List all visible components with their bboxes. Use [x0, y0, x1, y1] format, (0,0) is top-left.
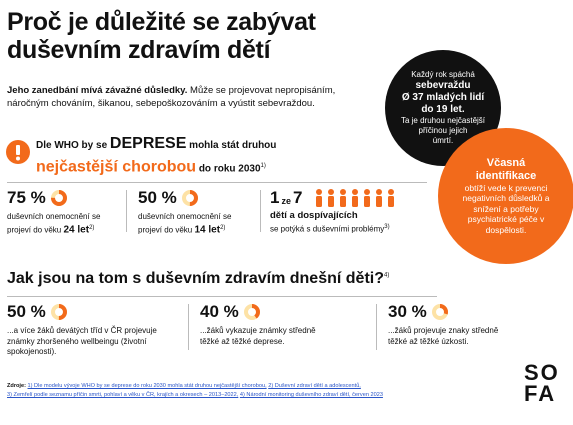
donut-arc [243, 304, 260, 320]
footnote-ref: 3) [384, 223, 390, 230]
stat-label: 50 % [7, 302, 46, 321]
callout-black: Každý rok spáchá sebevraždu Ø 37 mladých… [385, 50, 501, 166]
divider [376, 304, 377, 350]
stat-text: duševních onemocnění se projeví do věku [138, 212, 232, 235]
people-icons [316, 189, 395, 207]
section-heading: Jak jsou na tom s duševním zdravím dnešn… [7, 270, 389, 288]
donut [431, 304, 448, 320]
logo-line: SO [524, 360, 560, 385]
callout-text: obtíží vede k prevenci negativních důsle… [462, 182, 550, 235]
stat-text: ...a více žáků devátých tříd v ČR projev… [7, 326, 157, 356]
who-statement: Dle WHO by se DEPRESE mohla stát druhou … [36, 134, 276, 179]
source-link[interactable]: 1) Dle modelu vývoje WHO by se deprese d… [27, 383, 267, 389]
who-text: do roku 2030 [198, 163, 261, 175]
who-emph: DEPRESE [109, 135, 187, 152]
who-text: Dle WHO by se [36, 140, 108, 151]
stat-emph: 14 let [194, 224, 221, 236]
stat-label: 50 % [138, 188, 177, 207]
callout-line: úmrtí. [432, 136, 454, 145]
ratio-text: se potýká s duševními problémy [270, 224, 385, 234]
sources-label: Zdroje: [7, 383, 26, 389]
donut [50, 304, 67, 320]
title: Proč je důležité se zabývat duševním zdr… [7, 8, 316, 64]
callout-line: Ø 37 mladých lidí [401, 92, 485, 103]
source-link[interactable]: 4) Národní monitoring duševního zdraví d… [239, 392, 383, 398]
donut-arc [431, 304, 448, 320]
title-line: Proč je důležité se zabývat [7, 8, 316, 36]
callout-line: příčinou jejich [418, 126, 468, 135]
divider [126, 190, 127, 232]
footnote-ref: 2) [89, 224, 95, 231]
donut-arc [50, 304, 67, 320]
donut [181, 190, 198, 206]
divider [188, 304, 189, 350]
footnote-ref: 4) [383, 272, 390, 279]
ratio-mid: ze [281, 196, 291, 206]
title-line: duševním zdravím dětí [7, 36, 271, 64]
ratio-num: 1 [270, 188, 280, 207]
donut-arc [181, 190, 198, 206]
stat: 40 % ...žáků vykazuje známky středně těž… [200, 302, 360, 347]
stat: 50 % ...a více žáků devátých tříd v ČR p… [7, 302, 177, 358]
logo: SO FA [524, 360, 560, 406]
source-link[interactable]: 3) Zemřelí podle seznamu příčin smrti, p… [7, 392, 239, 398]
footnote-ref: 1) [260, 163, 266, 169]
callout-line: Ta je druhou nejčastější [400, 116, 486, 125]
divider [7, 182, 427, 183]
intro-bold: Jeho zanedbání mívá závažné důsledky. [7, 85, 188, 96]
intro: Jeho zanedbání mívá závažné důsledky. Mů… [7, 84, 367, 110]
intro-text: Může se projevovat nepropisáním, náročný… [7, 85, 336, 109]
stat-text: duševních onemocnění se projeví do věku [7, 212, 101, 235]
stat-label: 30 % [388, 302, 427, 321]
stat-label: 75 % [7, 188, 46, 207]
ratio-stat: 1 ze 7 dětí a dospívajících se potýká s duš… [270, 188, 430, 235]
source-link[interactable]: 2) Duševní zdraví dětí a adolescentů, [268, 383, 361, 389]
stat: 75 % duševních onemocnění se projeví do … [7, 188, 119, 236]
sources: Zdroje: 1) Dle modelu vývoje WHO by se d… [7, 382, 477, 400]
who-text: mohla stát druhou [189, 140, 277, 151]
ratio-bold: dětí a dospívajících [270, 210, 358, 221]
donut-arc [50, 190, 67, 206]
callout-orange: Včasná identifikace obtíží vede k preven… [438, 128, 573, 264]
stat-emph: 24 let [63, 224, 90, 236]
stat: 50 % duševních onemocnění se projeví do … [138, 188, 250, 236]
donut [243, 304, 260, 320]
stat-text: ...žáků vykazuje známky středně těžké až… [200, 326, 316, 346]
logo-line: FA [524, 381, 557, 406]
heading-text: Jak jsou na tom s duševním zdravím dnešn… [7, 270, 384, 287]
divider [7, 296, 437, 297]
callout-line: Každý rok spáchá [411, 70, 475, 79]
warning-icon [6, 140, 30, 164]
stat: 30 % ...žáků projevuje znaky středně těž… [388, 302, 518, 347]
who-emph: nejčastější chorobou [36, 158, 197, 176]
stat-label: 40 % [200, 302, 239, 321]
footnote-ref: 2) [220, 224, 226, 231]
stat-text: ...žáků projevuje znaky středně těžké až… [388, 326, 499, 346]
divider [260, 190, 261, 232]
donut [50, 190, 67, 206]
callout-line: do 19 let. [421, 104, 465, 115]
callout-title: Včasná identifikace [475, 156, 537, 182]
callout-line: sebevraždu [415, 80, 471, 91]
ratio-den: 7 [292, 188, 303, 207]
